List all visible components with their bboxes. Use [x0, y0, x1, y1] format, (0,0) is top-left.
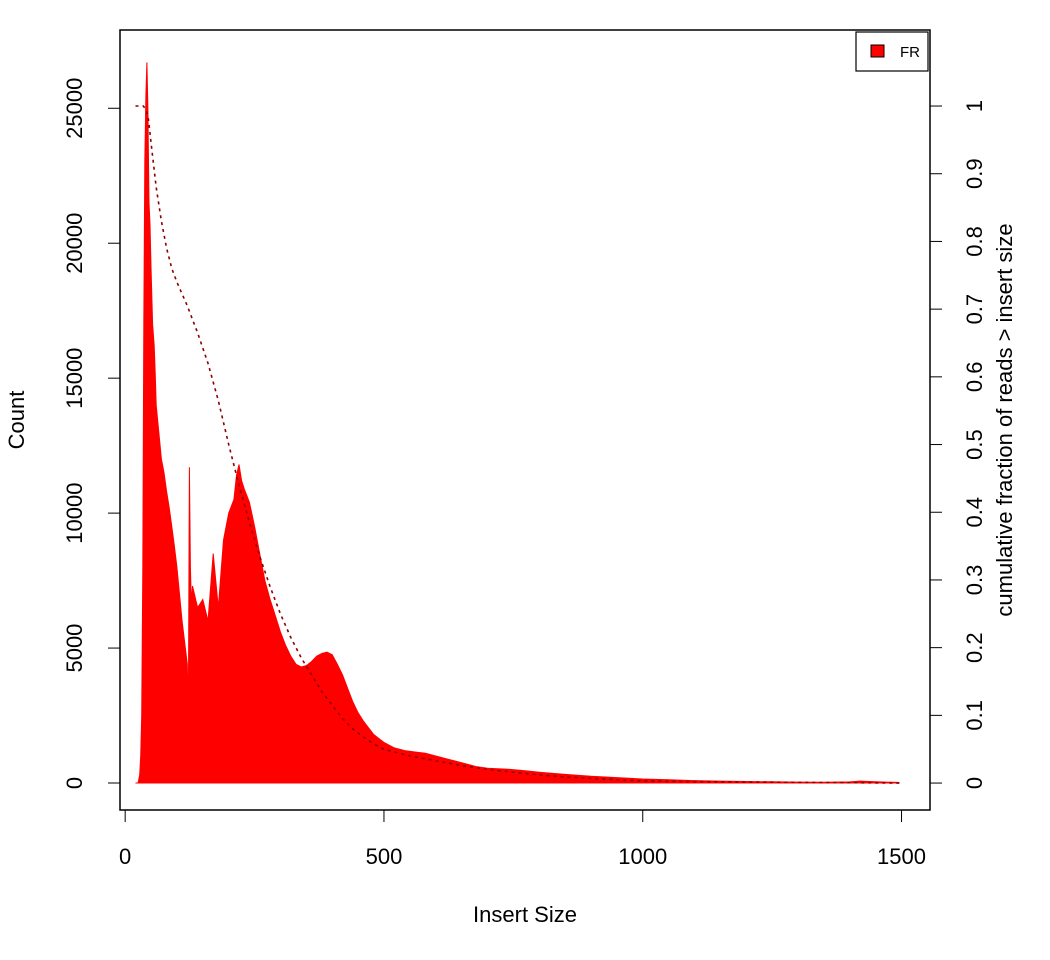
x-axis: 0 500 1000 1500: [119, 809, 926, 869]
legend-swatch-fr: [870, 44, 885, 58]
y-tick-label: 20000: [62, 213, 87, 274]
y2-tick-label: 0.2: [962, 632, 987, 663]
legend-label-fr: FR: [900, 44, 920, 61]
legend: FR: [855, 31, 929, 72]
y2-tick-label: 1: [962, 100, 987, 112]
y2-axis-title: cumulative fraction of reads > insert si…: [992, 223, 1017, 616]
x-axis-title: Insert Size: [473, 902, 577, 927]
y2-tick-label: 0.4: [962, 497, 987, 528]
y-axis-left: 0 5000 10000 15000 20000 25000: [62, 78, 121, 789]
y2-tick-label: 0.6: [962, 362, 987, 393]
y-tick-label: 10000: [62, 483, 87, 544]
y-tick-label: 25000: [62, 78, 87, 139]
y2-tick-label: 0.8: [962, 226, 987, 257]
cumulative-layer: [135, 105, 902, 784]
y2-tick-label: 0.3: [962, 565, 987, 596]
x-tick-label: 1000: [618, 844, 667, 869]
histogram-layer: [135, 62, 900, 784]
y-tick-label: 0: [62, 777, 87, 789]
histogram-series-fr: [135, 62, 900, 784]
cumulative-fraction-line: [135, 105, 902, 784]
y-axis-title: Count: [4, 391, 29, 450]
y2-tick-label: 0.9: [962, 158, 987, 189]
x-tick-label: 0: [119, 844, 131, 869]
y2-tick-label: 0.5: [962, 429, 987, 460]
y2-tick-label: 0.7: [962, 294, 987, 325]
legend-box: [855, 31, 929, 72]
y2-tick-label: 0: [962, 777, 987, 789]
y-tick-label: 15000: [62, 348, 87, 409]
y-axis-right: 0 0.1 0.2 0.3 0.4 0.5 0.6 0.7 0.8 0.9 1: [929, 100, 987, 789]
y2-tick-label: 0.1: [962, 700, 987, 731]
y-tick-label: 5000: [62, 624, 87, 673]
x-tick-label: 1500: [877, 844, 926, 869]
x-tick-label: 500: [366, 844, 403, 869]
